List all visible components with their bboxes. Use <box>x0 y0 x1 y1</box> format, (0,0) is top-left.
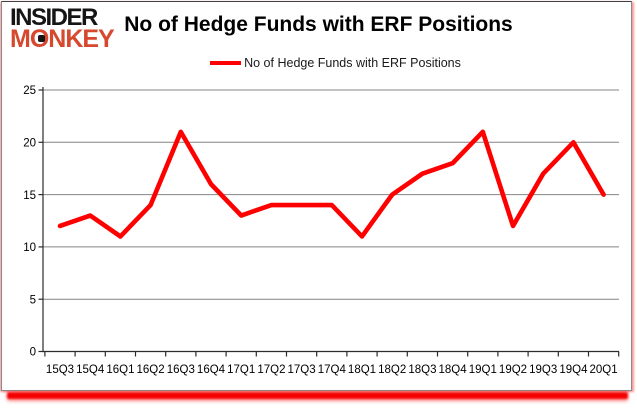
chart-legend: No of Hedge Funds with ERF Positions <box>34 56 637 70</box>
x-tick-label: 15Q4 <box>76 364 105 376</box>
x-tick-label: 19Q4 <box>559 364 588 376</box>
page-title: No of Hedge Funds with ERF Positions <box>124 13 513 36</box>
legend-line-swatch <box>210 61 242 65</box>
bottom-red-bar <box>7 392 628 399</box>
x-tick-label: 17Q1 <box>227 364 255 376</box>
x-tick-label: 18Q1 <box>348 364 376 376</box>
logo-text-insider: INSIDER <box>10 4 98 31</box>
x-tick-label: 18Q3 <box>408 364 436 376</box>
y-tick-label: 20 <box>23 138 36 150</box>
x-tick-label: 16Q4 <box>197 364 226 376</box>
logo-text-monkey-word: MONKEY <box>10 25 115 53</box>
x-tick-label: 17Q4 <box>318 364 347 376</box>
logo-text-monkey: MONKEY <box>10 25 115 53</box>
y-tick-label: 5 <box>30 294 36 306</box>
y-tick-label: 0 <box>30 347 36 359</box>
y-tick-label: 10 <box>23 242 36 254</box>
x-tick-label: 17Q3 <box>288 364 316 376</box>
monkey-o-dot-icon <box>38 35 45 42</box>
chart-sheet-background <box>1 1 632 391</box>
x-tick-label: 19Q1 <box>469 364 497 376</box>
x-tick-label: 16Q1 <box>106 364 134 376</box>
x-tick-label: 20Q1 <box>590 364 618 376</box>
legend-label: No of Hedge Funds with ERF Positions <box>244 56 461 70</box>
x-tick-label: 16Q3 <box>167 364 195 376</box>
x-tick-label: 18Q4 <box>439 364 468 376</box>
x-tick-label: 19Q3 <box>529 364 557 376</box>
x-tick-label: 18Q2 <box>378 364 406 376</box>
y-tick-label: 25 <box>23 85 36 97</box>
x-tick-label: 16Q2 <box>137 364 165 376</box>
x-tick-label: 15Q3 <box>46 364 74 376</box>
data-line <box>57 129 606 239</box>
y-tick-label: 15 <box>23 190 36 202</box>
insider-monkey-logo: INSIDER MONKEY <box>10 4 115 53</box>
x-tick-label: 17Q2 <box>257 364 285 376</box>
x-tick-label: 19Q2 <box>499 364 527 376</box>
